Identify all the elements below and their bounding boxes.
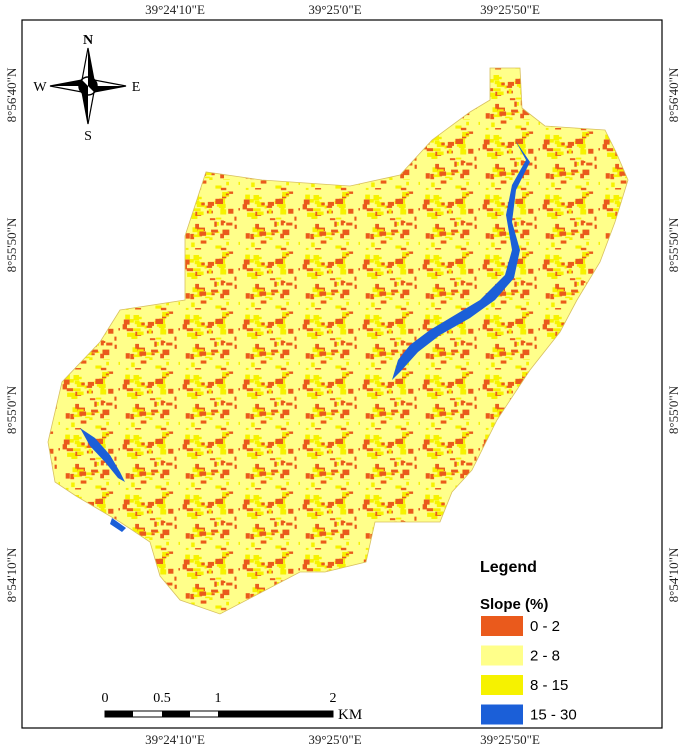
- steep-slope-zones: [80, 140, 530, 532]
- legend-swatch: [481, 616, 523, 636]
- scale-bar-unit: KM: [338, 707, 362, 723]
- scale-bar: 0 0.5 1 2KM: [102, 691, 363, 723]
- longitude-label: 39°25'0"E: [308, 2, 361, 17]
- steep-slope-patch: [392, 140, 530, 380]
- scale-bar-segment: [105, 711, 133, 717]
- legend-swatch: [481, 645, 523, 666]
- latitude-label: 8°55'50"N: [4, 217, 19, 272]
- north-arrow: N S W E: [33, 33, 140, 144]
- legend-title: Legend: [480, 559, 537, 576]
- scale-bar-label: 2: [330, 691, 337, 706]
- coordinate-labels: 39°24'10"E 39°25'0"E 39°25'50"E 39°24'10"E 3…: [4, 2, 681, 747]
- scale-bar-label: 0.5: [153, 691, 171, 706]
- longitude-label: 39°25'50"E: [480, 732, 540, 747]
- legend-label: 15 - 30: [530, 707, 577, 724]
- legend-label: 0 - 2: [530, 618, 560, 635]
- latitude-label: 8°55'0"N: [4, 385, 19, 434]
- scale-bar-label: 1: [215, 691, 222, 706]
- steep-slope-patch: [80, 428, 125, 482]
- east-label: E: [132, 80, 141, 95]
- latitude-label: 8°56'40"N: [666, 67, 681, 122]
- longitude-label: 39°25'50"E: [480, 2, 540, 17]
- legend-swatch: [481, 675, 523, 695]
- longitude-label: 39°25'0"E: [308, 732, 361, 747]
- watershed-area: [47, 67, 629, 615]
- north-label: N: [83, 33, 93, 48]
- steep-slope-patch: [110, 518, 126, 532]
- legend-label: 8 - 15: [530, 677, 568, 694]
- scale-bar-segment: [218, 711, 333, 717]
- south-label: S: [84, 129, 92, 144]
- latitude-label: 8°54'10"N: [666, 547, 681, 602]
- latitude-label: 8°55'50"N: [666, 217, 681, 272]
- legend-subtitle: Slope (%): [480, 596, 548, 613]
- legend: 0 - 2 2 - 8 8 - 15 15 - 30: [481, 616, 577, 725]
- latitude-label: 8°56'40"N: [4, 67, 19, 122]
- legend-label: 2 - 8: [530, 648, 560, 665]
- longitude-label: 39°24'10"E: [145, 2, 205, 17]
- legend-swatch: [481, 704, 523, 725]
- west-label: W: [33, 80, 47, 95]
- longitude-label: 39°24'10"E: [145, 732, 205, 747]
- latitude-label: 8°54'10"N: [4, 547, 19, 602]
- scale-bar-segment: [162, 711, 190, 717]
- latitude-label: 8°55'0"N: [666, 385, 681, 434]
- scale-bar-label: 0: [102, 691, 109, 706]
